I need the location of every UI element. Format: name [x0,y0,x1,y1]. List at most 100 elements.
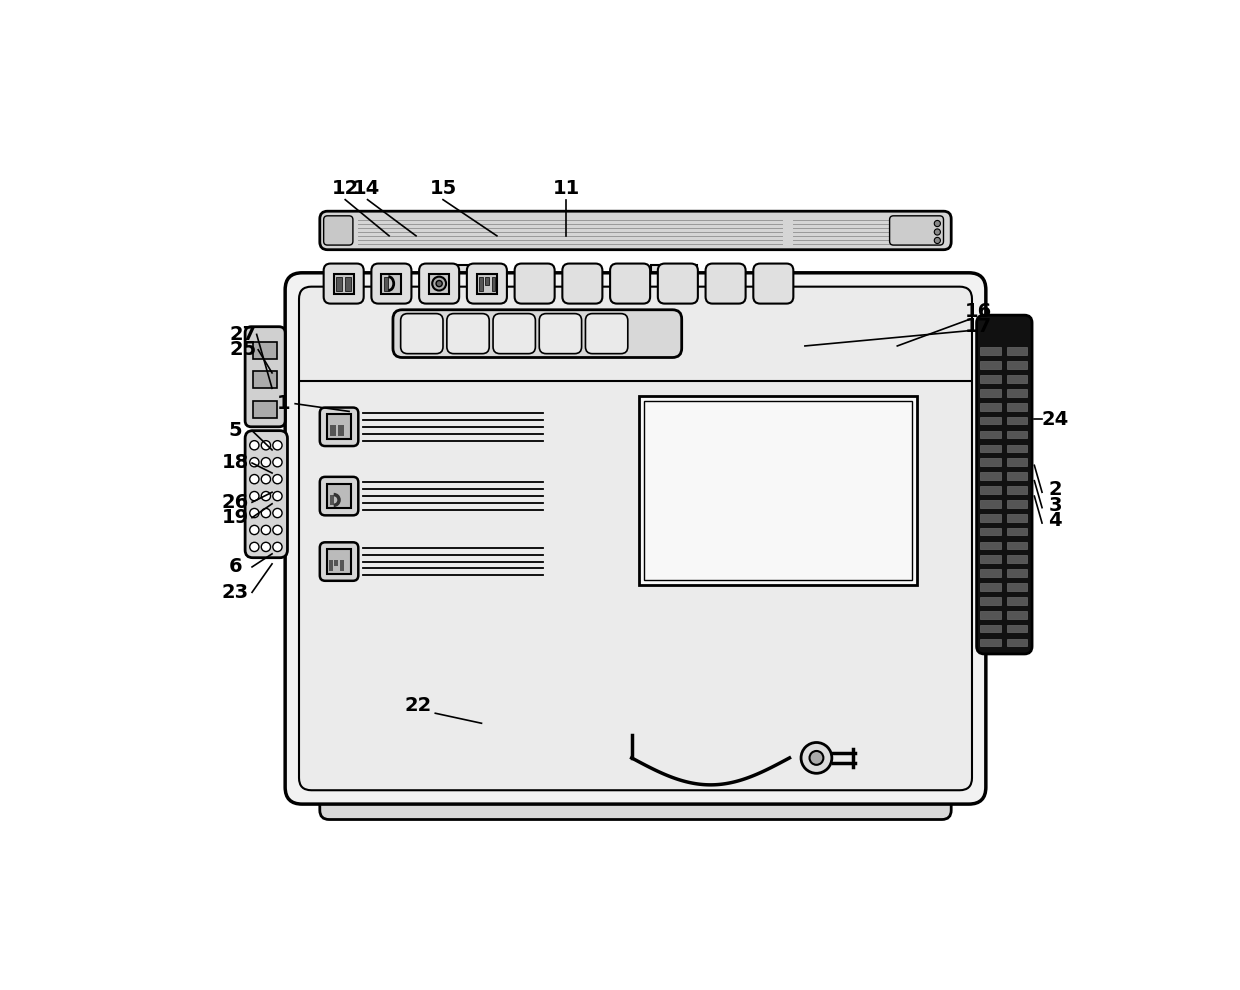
Bar [981,375,1001,383]
Text: 3: 3 [1048,496,1061,515]
FancyBboxPatch shape [585,314,627,353]
Bar [1007,639,1028,646]
Bar [477,273,497,294]
Circle shape [273,457,281,467]
Bar [981,611,1001,619]
Text: 17: 17 [965,317,992,337]
Bar [981,597,1001,605]
Bar [424,265,470,804]
Bar [981,542,1001,549]
FancyBboxPatch shape [320,477,358,516]
Bar [326,415,351,440]
Bar [1007,528,1028,536]
Text: 19: 19 [222,508,249,527]
FancyBboxPatch shape [494,314,536,353]
FancyBboxPatch shape [285,273,986,804]
FancyBboxPatch shape [419,263,459,304]
Bar [326,549,351,574]
Bar [384,276,388,290]
Bar [1007,500,1028,508]
Bar [253,401,278,418]
Text: 22: 22 [404,696,432,715]
Bar [1007,375,1028,383]
Text: 25: 25 [229,341,257,359]
Bar [1007,361,1028,369]
Circle shape [262,474,270,484]
Bar [1007,417,1028,425]
Circle shape [262,509,270,518]
Circle shape [249,457,259,467]
Circle shape [262,526,270,535]
Text: 26: 26 [222,493,249,512]
Bar [382,273,402,294]
Bar [843,773,913,782]
Bar [1007,431,1028,439]
Bar [981,458,1001,466]
FancyBboxPatch shape [320,211,951,249]
Bar [253,343,278,359]
FancyBboxPatch shape [246,327,285,427]
Bar [337,426,343,436]
Bar [1007,555,1028,563]
Circle shape [249,441,259,449]
FancyBboxPatch shape [539,314,582,353]
Bar [981,514,1001,522]
FancyBboxPatch shape [372,263,412,304]
Bar [1007,611,1028,619]
Text: 14: 14 [352,178,379,198]
Bar [330,426,336,436]
Bar [981,555,1001,563]
Bar [1007,569,1028,577]
Bar [491,276,495,290]
Text: 11: 11 [553,178,580,198]
Text: 1: 1 [277,394,290,413]
FancyBboxPatch shape [320,543,358,581]
Text: 16: 16 [965,302,992,321]
Text: 23: 23 [222,583,249,602]
FancyBboxPatch shape [515,263,554,304]
FancyBboxPatch shape [446,314,490,353]
Circle shape [273,491,281,501]
Bar [336,276,342,290]
Bar [330,495,334,505]
Bar [358,773,428,782]
FancyBboxPatch shape [467,263,507,304]
Bar [1007,458,1028,466]
Bar [1007,625,1028,633]
FancyBboxPatch shape [320,408,358,446]
Text: 6: 6 [228,557,242,576]
Text: 24: 24 [1042,410,1069,429]
Bar [1007,583,1028,591]
Circle shape [273,474,281,484]
Text: 5: 5 [228,421,242,441]
Bar [981,500,1001,508]
FancyBboxPatch shape [393,310,682,357]
Bar [1007,389,1028,397]
Circle shape [433,276,446,290]
Bar [981,431,1001,439]
FancyBboxPatch shape [324,263,363,304]
Text: 27: 27 [229,325,257,344]
Bar [1007,347,1028,355]
Bar [981,403,1001,411]
FancyBboxPatch shape [706,263,745,304]
Bar [981,528,1001,536]
Bar [253,371,278,388]
Text: 12: 12 [331,178,358,198]
Bar [644,401,911,580]
Bar [1007,403,1028,411]
Bar [981,417,1001,425]
Bar [981,445,1001,452]
Bar [981,361,1001,369]
Bar [981,389,1001,397]
Bar [981,486,1001,494]
FancyBboxPatch shape [754,263,794,304]
FancyBboxPatch shape [889,216,944,246]
FancyBboxPatch shape [401,314,443,353]
Bar [485,276,490,285]
FancyBboxPatch shape [610,263,650,304]
Bar [345,276,351,290]
Bar [1007,445,1028,452]
Circle shape [262,457,270,467]
Bar [651,265,697,804]
